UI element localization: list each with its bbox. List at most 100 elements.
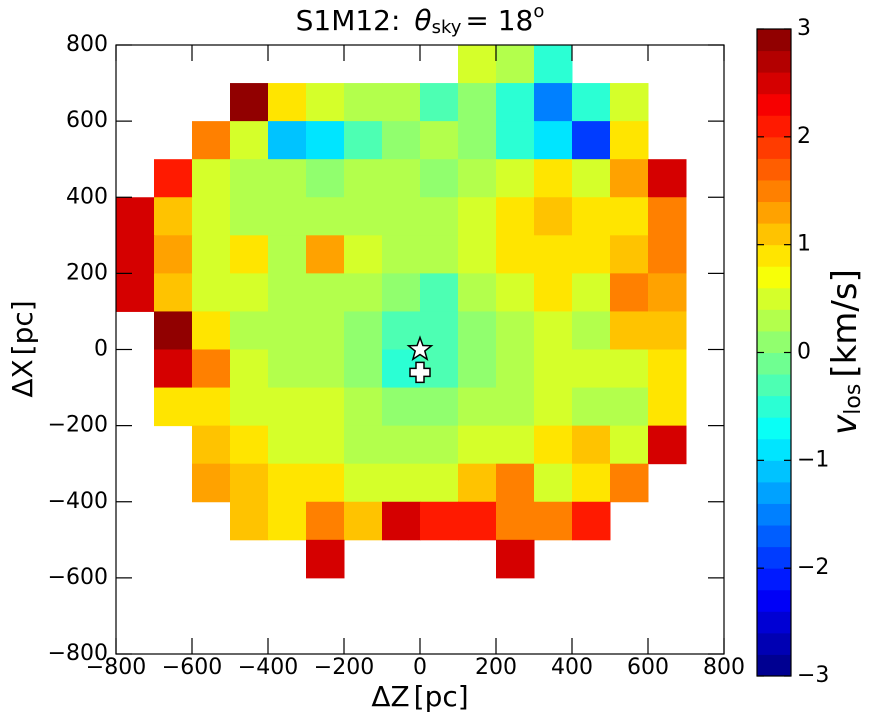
cell <box>230 273 269 312</box>
cell <box>610 273 649 312</box>
cell <box>648 425 687 465</box>
cell <box>192 159 231 198</box>
x-axis-label: ΔZ [pc] <box>371 680 468 713</box>
cell <box>192 463 231 503</box>
cell <box>534 463 573 503</box>
colorbar-step <box>757 395 791 418</box>
title-subscript: sky <box>432 17 462 38</box>
cell <box>420 501 459 541</box>
y-tick-label: 0 <box>94 337 108 362</box>
cell <box>458 463 497 503</box>
cell <box>534 45 573 84</box>
cell <box>420 159 459 198</box>
cell <box>534 197 573 236</box>
cell <box>610 83 649 122</box>
cell <box>648 311 687 350</box>
cell <box>572 121 611 160</box>
cell <box>458 235 497 274</box>
cell <box>496 311 535 350</box>
cell <box>306 121 345 160</box>
cell <box>458 121 497 160</box>
cell <box>572 425 611 465</box>
cell <box>116 235 155 274</box>
cell <box>344 235 383 274</box>
plus-marker <box>409 361 431 384</box>
cell <box>344 273 383 312</box>
colorbar-step <box>757 654 791 677</box>
colorbar-tick-label: 2 <box>797 124 811 149</box>
cell <box>496 349 535 389</box>
cell <box>610 197 649 236</box>
colorbar-step <box>757 611 791 634</box>
cell <box>458 273 497 312</box>
colorbar-step <box>757 525 791 548</box>
title-prefix: S1M12: <box>296 4 401 37</box>
colorbar-step <box>757 481 791 504</box>
y-tick-label: −800 <box>48 641 108 666</box>
cell <box>230 501 269 541</box>
cell <box>382 501 421 541</box>
cell <box>230 159 269 198</box>
cell <box>154 311 193 350</box>
cell <box>306 159 345 198</box>
cell <box>268 387 307 427</box>
cell <box>230 349 269 389</box>
cell <box>496 121 535 160</box>
colorbar-step <box>757 460 791 483</box>
colorbar-label: vlos [km/s] <box>825 269 867 435</box>
colorbar-step <box>757 546 791 569</box>
colorbar-step <box>757 352 791 375</box>
cell <box>534 121 573 160</box>
cell <box>420 235 459 274</box>
x-tick-label: −400 <box>238 655 298 680</box>
colorbar-step <box>757 201 791 224</box>
cell <box>344 501 383 541</box>
cell <box>420 121 459 160</box>
cell <box>306 387 345 427</box>
cell <box>116 273 155 312</box>
cell <box>610 235 649 274</box>
cell <box>344 425 383 465</box>
cell <box>268 83 307 122</box>
cell <box>306 463 345 503</box>
cell <box>496 501 535 541</box>
x-tick-label: −600 <box>162 655 222 680</box>
cell <box>496 83 535 122</box>
cell <box>192 425 231 465</box>
cell <box>420 387 459 427</box>
cell <box>610 159 649 198</box>
cell <box>192 273 231 312</box>
cell <box>230 83 269 122</box>
colorbar-step <box>757 287 791 310</box>
colorbar-tick-label: −2 <box>797 555 829 580</box>
cell <box>572 235 611 274</box>
y-axis-label: ΔX [pc] <box>6 300 39 397</box>
colorbar-tick-label: 3 <box>797 16 811 41</box>
colorbar-step <box>757 309 791 332</box>
cell <box>458 83 497 122</box>
y-tick-label: 200 <box>66 260 108 285</box>
cell <box>610 387 649 427</box>
star-marker <box>406 335 434 361</box>
x-tick-label: 800 <box>703 655 745 680</box>
cell <box>268 121 307 160</box>
cell <box>534 83 573 122</box>
colorbar-step <box>757 266 791 289</box>
x-tick-label: 200 <box>475 655 517 680</box>
cell <box>382 121 421 160</box>
cell <box>344 463 383 503</box>
y-label-unit: [pc] <box>6 300 39 355</box>
colorbar-step <box>757 568 791 591</box>
colorbar-step <box>757 115 791 138</box>
cell <box>572 197 611 236</box>
cell <box>572 501 611 541</box>
cell <box>306 83 345 122</box>
cell <box>192 387 231 427</box>
y-tick-label: 400 <box>66 184 108 209</box>
cell <box>496 463 535 503</box>
cell <box>610 349 649 389</box>
cell <box>496 159 535 198</box>
title-value: = 18 <box>465 4 533 37</box>
cell <box>382 83 421 122</box>
